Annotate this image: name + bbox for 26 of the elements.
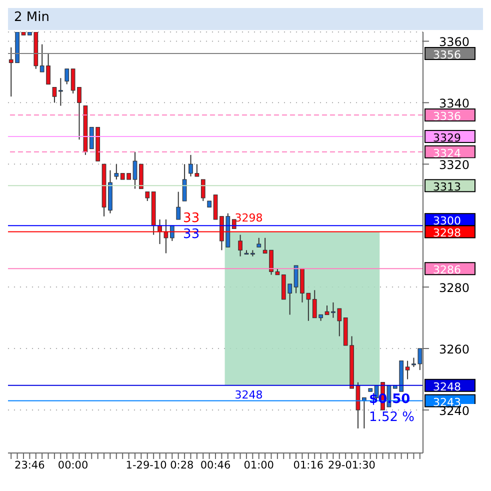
x-tick-label: 23:46 — [14, 459, 46, 472]
chart-title: 2 Min — [8, 8, 483, 30]
x-tick-label: 01:00 — [244, 459, 274, 472]
ref-line-label: 3298 — [433, 226, 461, 240]
annotation: 33 — [183, 211, 200, 226]
y-tick-label: 3320 — [439, 158, 470, 172]
ref-line-label: 3336 — [433, 110, 461, 123]
ref-line-label: 3313 — [433, 180, 461, 194]
x-tick-label: 00:00 — [58, 459, 88, 472]
ref-line-label: 3248 — [433, 380, 461, 394]
ref-line-label: 3329 — [433, 131, 461, 144]
annotation: 3298 — [234, 212, 263, 225]
x-tick-label: 1-29-10 0:28 — [126, 459, 194, 472]
x-tick-label: 00:46 — [200, 459, 231, 472]
y-tick-label: 3280 — [439, 281, 470, 296]
x-tick-label: 29-01:30 — [328, 459, 376, 472]
ref-line-label: 3324 — [433, 146, 461, 160]
ref-line-label: 3356 — [433, 48, 461, 62]
ref-line-label: 3300 — [433, 214, 461, 228]
annotation: 3248 — [234, 388, 263, 402]
x-tick-label: 01:16 — [293, 459, 324, 472]
y-tick-label: 3340 — [439, 96, 470, 111]
annotation: 1.52 % — [369, 410, 414, 425]
ref-line-label: 3286 — [433, 264, 461, 277]
y-tick-label: 3360 — [439, 35, 470, 50]
y-tick-label: 3260 — [439, 342, 470, 357]
